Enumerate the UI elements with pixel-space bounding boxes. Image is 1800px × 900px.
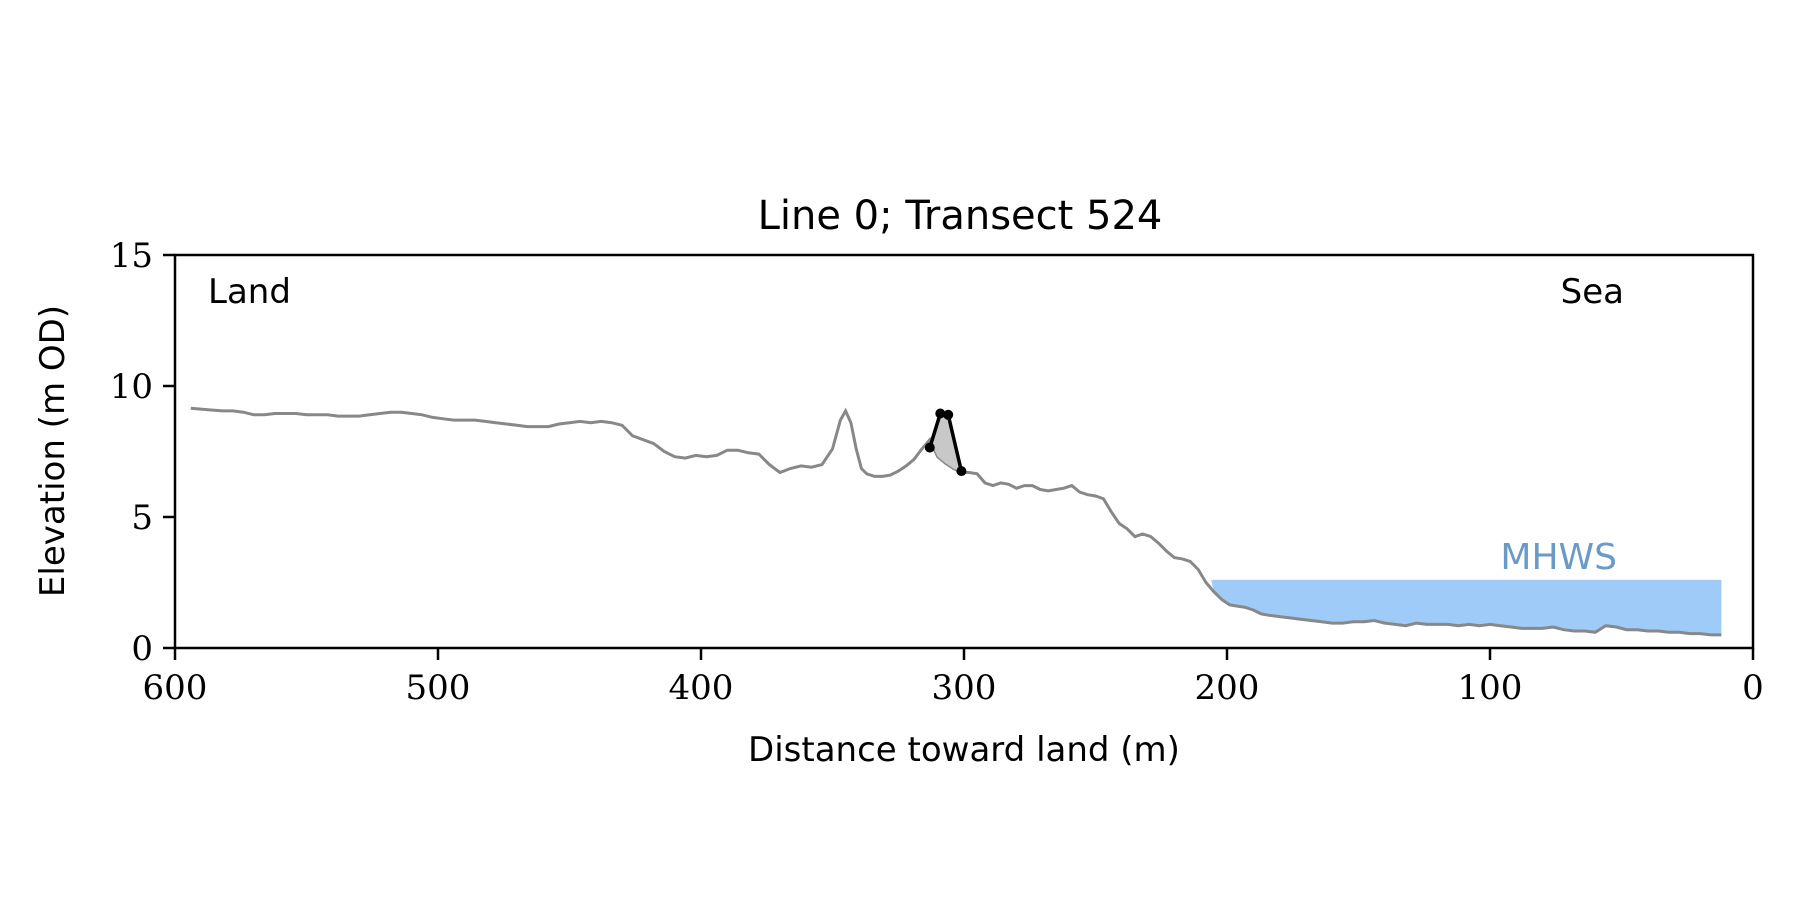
x-tick-label: 0: [1742, 668, 1764, 708]
y-tick-label: 0: [131, 629, 153, 669]
y-tick-label: 5: [131, 498, 153, 538]
sea-label: Sea: [1561, 272, 1624, 312]
y-tick-label: 10: [110, 367, 153, 407]
x-axis-title: Distance toward land (m): [748, 730, 1180, 770]
feature-fill-area: [929, 413, 962, 473]
x-tick-label: 600: [143, 668, 208, 708]
y-tick-label: 15: [110, 236, 153, 276]
elevation-profile-line: [190, 406, 1722, 637]
x-tick-label: 200: [1195, 668, 1260, 708]
land-label: Land: [208, 272, 291, 312]
x-tick-label: 100: [1458, 668, 1523, 708]
feature-point: [943, 409, 954, 420]
x-tick-label: 500: [406, 668, 471, 708]
x-axis-ticks: 600 500 400 300 200 100 0: [143, 648, 1764, 708]
mhws-water-area: [1211, 579, 1722, 635]
feature-point: [924, 442, 935, 453]
y-axis-ticks: 0 5 10 15: [110, 236, 175, 669]
chart-title: Line 0; Transect 524: [758, 193, 1163, 239]
x-tick-label: 300: [932, 668, 997, 708]
feature-point: [956, 466, 967, 477]
feature-point: [935, 408, 946, 419]
feature-points: [924, 408, 967, 477]
mhws-label: MHWS: [1500, 537, 1617, 578]
y-axis-title: Elevation (m OD): [33, 305, 73, 597]
plot-area: [190, 406, 1722, 637]
x-tick-label: 400: [669, 668, 734, 708]
